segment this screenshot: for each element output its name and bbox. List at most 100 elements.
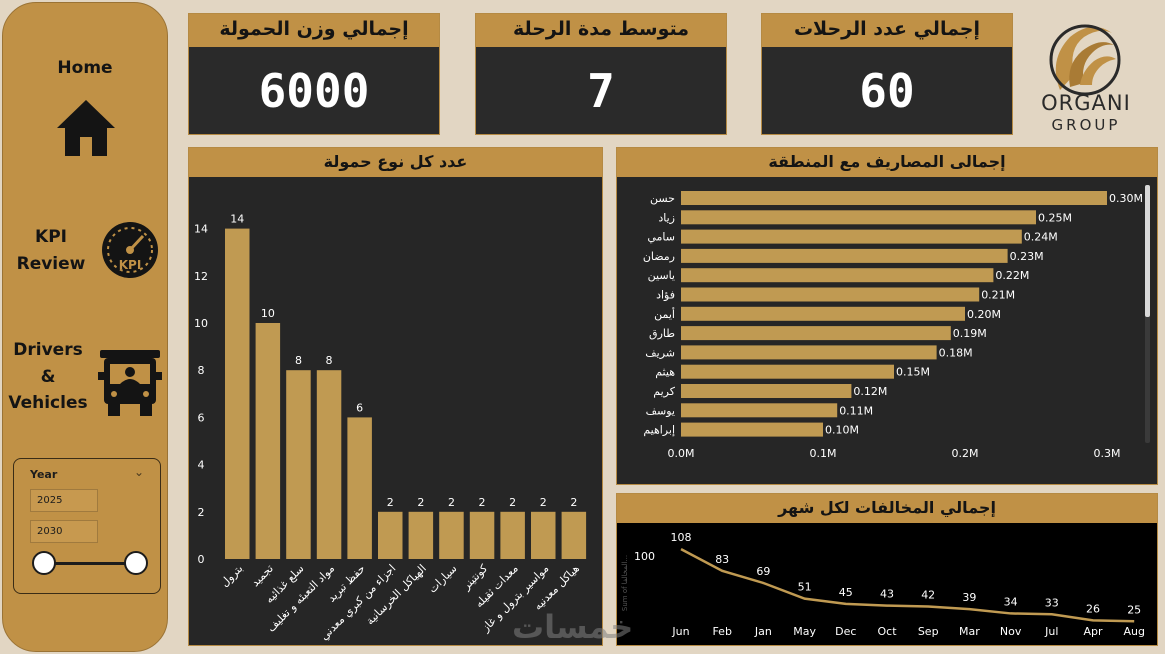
bar <box>439 511 464 559</box>
kpi-total-trips: إجمالي عدد الرحلات 60 <box>761 13 1013 135</box>
kpi-total-weight-value: 6000 <box>258 64 370 118</box>
x-tick-label: Oct <box>877 625 897 638</box>
bar-data-label: 2 <box>509 496 516 509</box>
bar <box>681 287 980 302</box>
y-category-label: رمضان <box>643 250 675 263</box>
kpi-avg-duration: متوسط مدة الرحلة 7 <box>475 13 727 135</box>
x-tick-label: 0.3M <box>1094 447 1121 460</box>
violations-chart-title: إجمالي المخالفات لكل شهر <box>617 494 1157 523</box>
year-from-input[interactable]: 2025 <box>30 489 98 512</box>
bar-data-label: 0.20M <box>967 308 1001 321</box>
kpi-avg-duration-value: 7 <box>587 64 615 118</box>
speedometer-icon[interactable]: KPI <box>100 221 160 279</box>
nav-drivers-label-3[interactable]: Vehicles <box>8 393 88 413</box>
y-tick-label: 4 <box>198 459 205 472</box>
bar <box>255 323 281 559</box>
x-tick-label: Nov <box>1000 625 1022 638</box>
y-category-label: يوسف <box>646 404 675 417</box>
point-data-label: 69 <box>756 565 770 578</box>
series-line <box>680 547 1135 623</box>
bar-data-label: 6 <box>356 401 363 414</box>
bar <box>681 403 838 418</box>
year-slicer: Year ⌄ 2025 2030 <box>13 458 161 594</box>
bar <box>561 511 587 559</box>
y-tick-label: 100 <box>634 550 655 563</box>
x-tick-label: سيارات <box>426 562 460 596</box>
y-category-label: كريم <box>653 385 675 398</box>
year-to-input[interactable]: 2030 <box>30 520 98 543</box>
year-slider-track[interactable] <box>44 562 136 565</box>
x-tick-label: 0.2M <box>952 447 979 460</box>
x-tick-label: Dec <box>835 625 856 638</box>
y-axis-title: Sum of المخالفا... <box>621 555 629 611</box>
nav-kpi-label-1[interactable]: KPI <box>35 227 67 247</box>
bar-data-label: 8 <box>295 354 302 367</box>
expenses-chart: حسن 0.30M زياد 0.25M سامي 0.24M رمضان 0.23M ياسي… <box>643 185 1150 460</box>
point-data-label: 43 <box>880 588 894 601</box>
scrollbar-thumb[interactable] <box>1145 185 1150 317</box>
point-data-label: 25 <box>1127 603 1141 616</box>
bar-data-label: 0.18M <box>939 346 973 359</box>
bar <box>316 370 342 559</box>
cargo-type-chart-panel: عدد كل نوع حمولة 0 2 4 6 8 10 12 14 14 بترول 10 تجم… <box>188 147 603 646</box>
bar-data-label: 0.21M <box>981 289 1015 302</box>
organi-logo-icon <box>1049 24 1121 96</box>
point-data-label: 34 <box>1004 595 1018 608</box>
bar <box>681 248 1008 263</box>
bar-data-label: 2 <box>479 496 486 509</box>
nav-drivers-label-1[interactable]: Drivers <box>13 340 83 360</box>
y-category-label: زياد <box>658 211 675 224</box>
x-tick-label: Sep <box>918 625 939 638</box>
y-tick-label: 10 <box>194 317 208 330</box>
x-tick-label: May <box>793 625 816 638</box>
y-category-label: فؤاد <box>656 289 675 302</box>
violations-chart: Sum of المخالفا... 100 108 83 69 51 45 43 42 39 34… <box>621 531 1145 638</box>
bar <box>347 417 372 559</box>
bar <box>681 422 823 437</box>
bar-data-label: 2 <box>570 496 577 509</box>
y-category-label: سامي <box>647 231 675 244</box>
bar <box>681 191 1107 205</box>
nav-drivers-label-2[interactable]: & <box>40 367 56 387</box>
bar-data-label: 0.24M <box>1024 231 1058 244</box>
watermark: خمسات <box>512 608 634 646</box>
year-slider-max-handle[interactable] <box>124 551 148 575</box>
nav-home-label[interactable]: Home <box>57 58 113 78</box>
bar-data-label: 0.30M <box>1109 192 1143 205</box>
x-tick-label: Mar <box>959 625 980 638</box>
bar <box>286 370 311 559</box>
chevron-down-icon[interactable]: ⌄ <box>133 465 144 479</box>
bar-data-label: 0.23M <box>1010 250 1044 263</box>
y-category-label: أيمن <box>654 307 675 321</box>
bar-data-label: 10 <box>261 307 275 320</box>
point-data-label: 108 <box>671 531 692 544</box>
bar <box>681 210 1036 225</box>
bar-data-label: 0.22M <box>995 269 1029 282</box>
nav-kpi-label-2[interactable]: Review <box>16 254 86 274</box>
truck-icon[interactable] <box>98 348 162 418</box>
y-category-label: إبراهيم <box>643 424 675 437</box>
bar-data-label: 14 <box>230 213 244 226</box>
bar <box>681 384 852 398</box>
bar <box>681 268 994 283</box>
point-data-label: 51 <box>798 581 812 594</box>
point-data-label: 33 <box>1045 596 1059 609</box>
bar-data-label: 0.19M <box>953 327 987 340</box>
bar-data-label: 0.12M <box>853 385 887 398</box>
year-slider-min-handle[interactable] <box>32 551 56 575</box>
kpi-total-trips-value: 60 <box>859 64 915 118</box>
point-data-label: 39 <box>962 591 976 604</box>
bar <box>681 364 894 379</box>
logo-subtitle: GROUP <box>1051 116 1121 134</box>
bar <box>681 326 951 341</box>
home-icon[interactable] <box>55 97 117 159</box>
kpi-total-trips-label: إجمالي عدد الرحلات <box>762 14 1012 47</box>
y-tick-label: 14 <box>194 223 208 236</box>
y-category-label: ياسين <box>648 269 675 282</box>
x-tick-label: Jul <box>1044 625 1058 638</box>
point-data-label: 45 <box>839 586 853 599</box>
bar-data-label: 2 <box>387 496 394 509</box>
sidebar: Home KPI Review KPI Drivers & Vehicles Y… <box>2 2 168 652</box>
bar-data-label: 0.15M <box>896 366 930 379</box>
